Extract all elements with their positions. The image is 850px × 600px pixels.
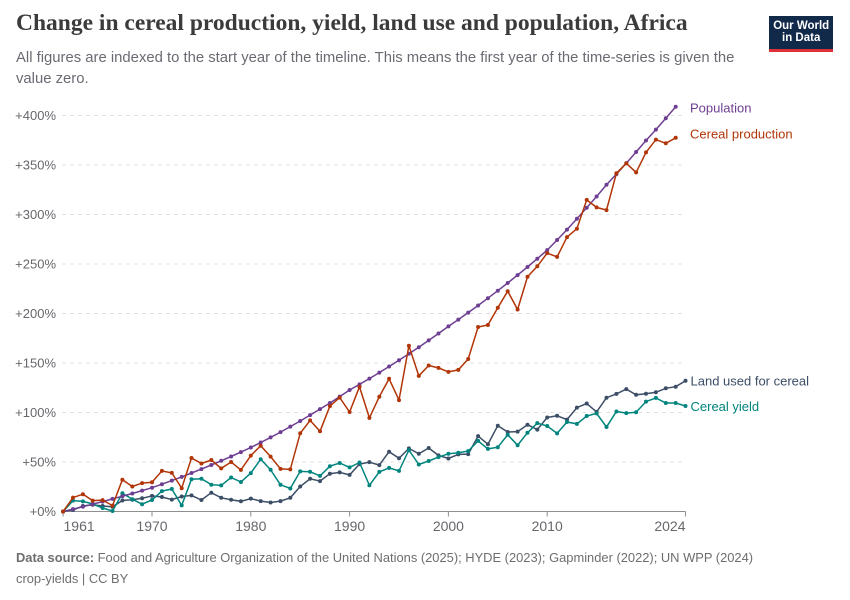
svg-text:Cereal production: Cereal production — [690, 127, 793, 142]
svg-text:+300%: +300% — [15, 207, 56, 222]
svg-text:2000: 2000 — [433, 518, 464, 534]
svg-text:1961: 1961 — [64, 518, 95, 534]
svg-text:1970: 1970 — [136, 518, 167, 534]
svg-text:+250%: +250% — [15, 257, 56, 272]
svg-text:1990: 1990 — [334, 518, 365, 534]
svg-text:1980: 1980 — [235, 518, 266, 534]
svg-text:Land used for cereal: Land used for cereal — [691, 374, 810, 389]
svg-text:2024: 2024 — [654, 518, 685, 534]
svg-text:+0%: +0% — [30, 504, 57, 519]
svg-text:+100%: +100% — [15, 405, 56, 420]
svg-text:+50%: +50% — [22, 455, 56, 470]
svg-text:2010: 2010 — [532, 518, 563, 534]
svg-text:+200%: +200% — [15, 306, 56, 321]
svg-text:Population: Population — [690, 101, 751, 116]
svg-text:+150%: +150% — [15, 356, 56, 371]
svg-text:+400%: +400% — [15, 108, 56, 123]
svg-text:Cereal yield: Cereal yield — [691, 399, 760, 414]
svg-text:+350%: +350% — [15, 158, 56, 173]
